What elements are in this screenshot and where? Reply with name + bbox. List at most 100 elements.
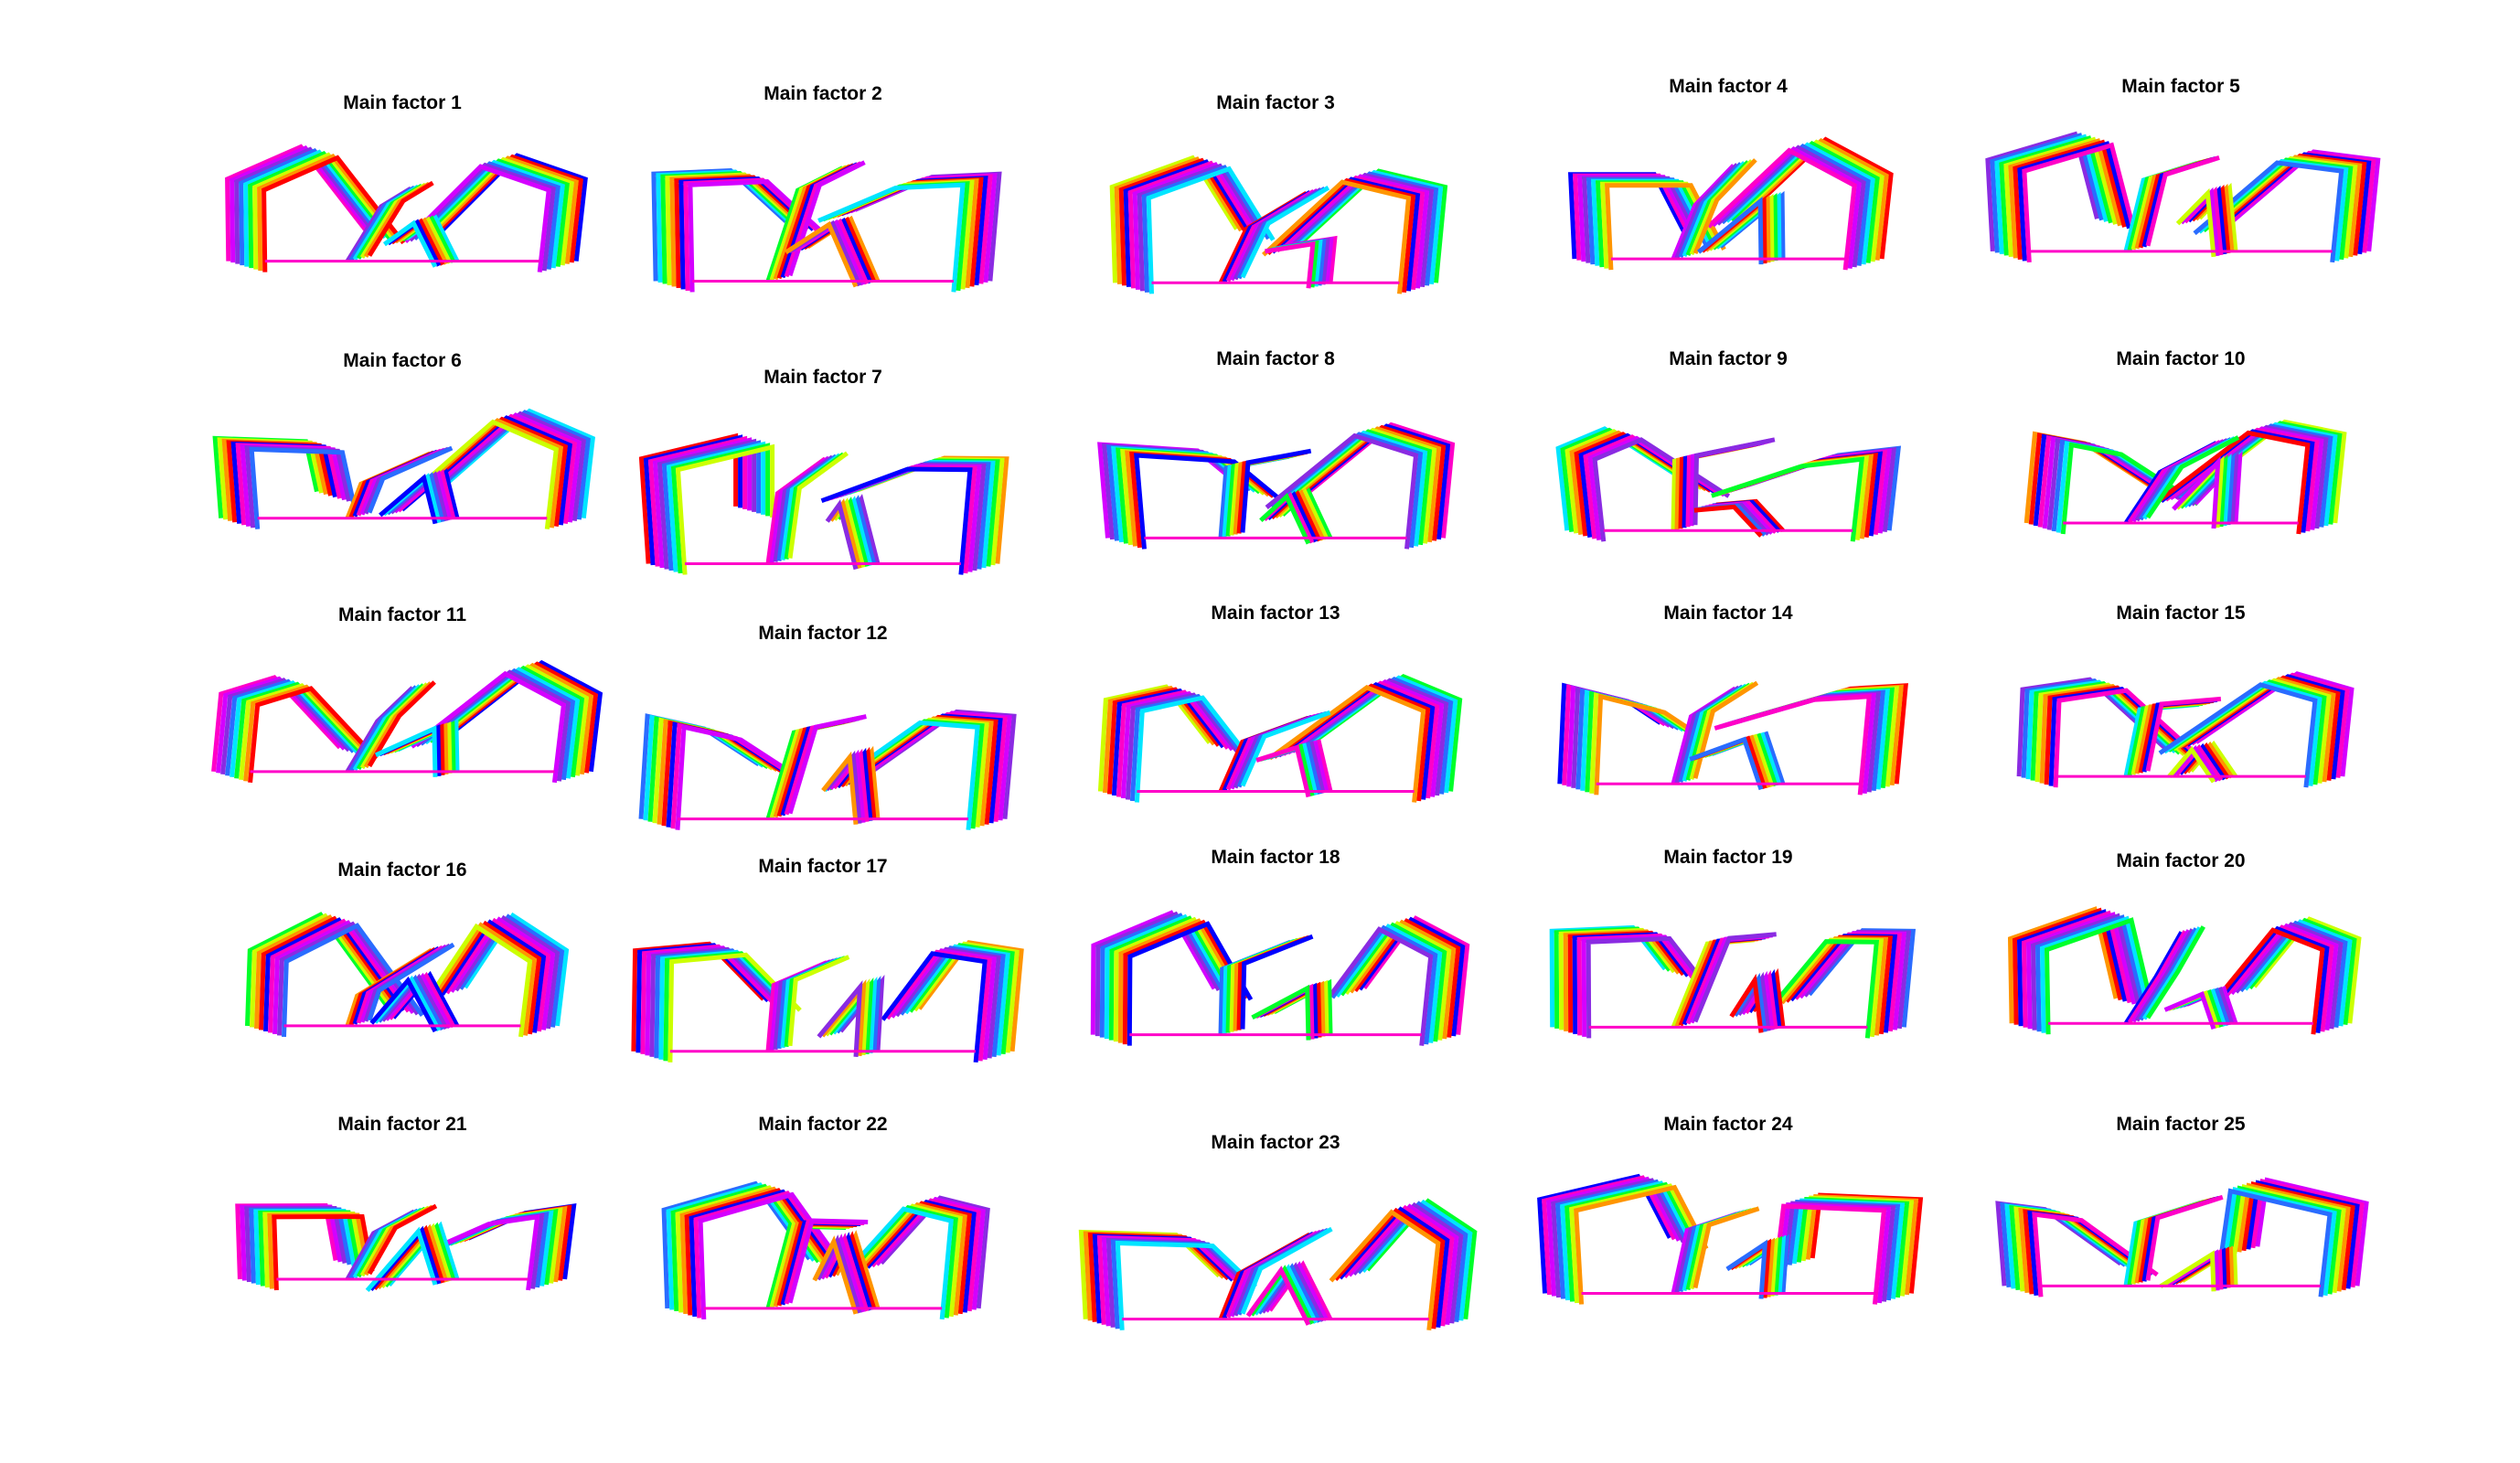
stick-figure-plot: [2007, 906, 2362, 1035]
limb-frame: [1265, 240, 1316, 289]
stick-figure-plot: [1549, 924, 1917, 1039]
panel-title: Main factor 14: [1663, 603, 1793, 624]
limb-frame: [1542, 1175, 1677, 1296]
limb-frame: [1125, 692, 1239, 800]
limb-frame: [821, 751, 859, 825]
limb-frame: [1714, 694, 1872, 796]
limb-frame: [1338, 1206, 1450, 1328]
stick-figure-plot: [1557, 680, 1908, 796]
limb-frame: [1108, 915, 1235, 1041]
limb-frame: [2159, 1250, 2216, 1292]
limb-frame: [367, 942, 455, 1021]
limb-frame: [2252, 916, 2362, 1024]
limb-frame: [675, 724, 797, 830]
panel-title: Main factor 8: [1216, 348, 1335, 369]
limb-frame: [2003, 136, 2118, 258]
stick-figure-plot: [1985, 131, 2381, 263]
limb-frame: [1267, 1260, 1333, 1320]
stick-figure-plot: [651, 160, 1002, 293]
limb-frame: [1129, 451, 1276, 549]
limb-frame: [1127, 921, 1254, 1046]
limb-frame: [1249, 1265, 1315, 1325]
limb-frame: [1990, 133, 2104, 253]
limb-frame: [1118, 157, 1248, 286]
limb-frame: [870, 1198, 981, 1312]
limb-frame: [379, 474, 438, 525]
limb-frame: [234, 146, 379, 264]
limb-frame: [1240, 186, 1330, 279]
limb-frame: [865, 1199, 977, 1313]
limb-frame: [1693, 504, 1763, 538]
limb-frame: [1362, 915, 1470, 1035]
factor-panel-11: Main factor 11: [165, 604, 640, 842]
stick-figure-plot: [1555, 426, 1902, 542]
panel-title: Main factor 15: [2116, 603, 2246, 624]
limb-frame: [454, 914, 561, 1030]
stick-figure-plot: [1090, 910, 1470, 1046]
limb-frame: [1116, 689, 1230, 797]
panel-title: Main factor 9: [1669, 348, 1788, 369]
limb-frame: [239, 148, 383, 266]
limb-frame: [667, 952, 802, 1063]
limb-frame: [2220, 925, 2330, 1033]
limb-frame: [787, 955, 850, 1047]
limb-frame: [812, 1235, 859, 1315]
limb-frame: [2008, 138, 2122, 259]
limb-frame: [1245, 1265, 1311, 1326]
panel-title: Main factor 23: [1211, 1132, 1340, 1153]
limb-frame: [1985, 131, 2099, 252]
limb-frame: [2130, 929, 2191, 1023]
limb-frame: [1564, 1181, 1700, 1302]
limb-frame: [410, 670, 567, 784]
limb-frame: [1262, 179, 1412, 294]
limb-frame: [2025, 912, 2137, 1030]
limb-frame: [463, 912, 570, 1027]
limb-frame: [1251, 984, 1311, 1041]
limb-frame: [272, 920, 415, 1034]
limb-frame: [2167, 745, 2216, 784]
stick-figure-plot: [245, 912, 570, 1038]
limb-frame: [2227, 1185, 2342, 1295]
factor-panel-12: Main factor 12: [585, 623, 1061, 860]
limb-frame: [1740, 970, 1775, 1031]
factor-panel-13: Main factor 13: [1038, 603, 1513, 840]
limb-frame: [1999, 135, 2113, 256]
limb-frame: [2243, 919, 2353, 1027]
limb-frame: [262, 155, 406, 272]
limb-frame: [216, 676, 347, 774]
limb-frame: [1347, 1203, 1459, 1325]
limb-frame: [1240, 448, 1312, 533]
limb-frame: [1114, 156, 1244, 284]
limb-frame: [1259, 493, 1311, 545]
limb-frame: [243, 149, 388, 267]
panel-title: Main factor 21: [337, 1114, 467, 1135]
panel-title: Main factor 19: [1663, 847, 1793, 868]
limb-frame: [2145, 435, 2240, 519]
stick-figure-plot: [2016, 671, 2354, 788]
factor-panel-6: Main factor 6: [165, 350, 640, 588]
limb-frame: [819, 1233, 866, 1313]
stick-figure-plot: [1109, 155, 1448, 294]
limb-frame: [426, 923, 533, 1038]
limb-frame: [2175, 187, 2216, 258]
factor-panel-19: Main factor 19: [1490, 847, 1966, 1084]
panel-title: Main factor 6: [343, 350, 462, 371]
limb-frame: [248, 151, 392, 269]
limb-frame: [2022, 142, 2136, 263]
limb-frame: [1120, 690, 1234, 799]
limb-frame: [817, 980, 863, 1057]
limb-frame: [787, 1218, 869, 1304]
limb-frame: [1594, 693, 1699, 796]
limb-frame: [1349, 919, 1457, 1040]
factor-panel-2: Main factor 2: [585, 83, 1061, 321]
limb-frame: [2216, 927, 2325, 1035]
limb-frame: [1113, 916, 1240, 1042]
limb-frame: [243, 684, 374, 782]
limb-frame: [1122, 919, 1249, 1045]
limb-frame: [2155, 430, 2311, 535]
limb-frame: [2138, 927, 2198, 1021]
limb-frame: [369, 976, 438, 1033]
limb-frame: [2158, 682, 2318, 788]
limb-frame: [874, 1196, 986, 1310]
